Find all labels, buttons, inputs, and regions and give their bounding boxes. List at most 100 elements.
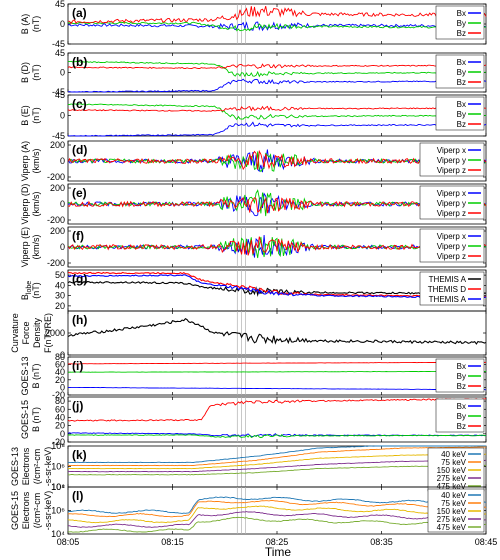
panel-label: (b) <box>72 55 87 69</box>
y-tick-label: 10⁶ <box>51 462 65 472</box>
y-tick-label: 200 <box>50 183 65 193</box>
y-axis-label: B (nT) <box>31 363 41 388</box>
series-line <box>67 370 486 373</box>
y-axis-label: Curvature <box>10 313 20 353</box>
panel-frame <box>67 486 487 535</box>
series-line <box>67 496 487 514</box>
series-line <box>67 445 486 464</box>
y-axis-label: (nT) <box>31 64 41 81</box>
panel-h: 2000 0 (h) Curvature Force Density F(nT²/RE) <box>10 310 487 360</box>
y-axis-label: (nT) <box>31 282 41 299</box>
y-tick-label: 20 <box>55 421 65 431</box>
legend-entry: Viperp y <box>437 156 466 165</box>
series-line <box>67 151 487 173</box>
x-axis-label: Time <box>265 545 292 559</box>
y-axis-label: (km/s) <box>31 235 41 260</box>
legend-entry: Bz <box>457 29 466 38</box>
y-axis-label: Viperp (E) <box>20 227 30 267</box>
y-axis-label: GOES-13 <box>20 356 30 395</box>
y-axis-label: Viperp (D) <box>20 184 30 225</box>
y-axis-label: (nT) <box>31 107 41 124</box>
series-line <box>67 516 487 533</box>
legend-entry: 75 keV <box>441 458 467 467</box>
series-line <box>67 499 487 518</box>
series-line <box>67 5 487 25</box>
series-line <box>67 21 487 32</box>
y-tick-label: -45 <box>52 131 65 141</box>
y-tick-label: 0 <box>60 156 65 166</box>
y-tick-label: 60 <box>55 404 65 414</box>
y-tick-label: 200 <box>50 226 65 236</box>
series-line <box>67 21 487 32</box>
y-tick-label: 40 <box>55 367 65 377</box>
legend-entry: Bx <box>457 362 466 371</box>
y-tick-label: 200 <box>50 140 65 150</box>
y-tick-label: 10⁸ <box>51 441 65 451</box>
series-line <box>67 317 487 345</box>
x-tick-label: 08:25 <box>266 537 289 547</box>
legend-entry: Viperp x <box>437 146 466 155</box>
y-tick-label: 0 <box>60 242 65 252</box>
y-tick-label: 80 <box>55 396 65 406</box>
series-line <box>67 149 487 171</box>
legend-entry: THEMIS A <box>429 295 467 304</box>
panel-label: (j) <box>72 399 83 413</box>
series-line <box>67 234 486 258</box>
panel-e: 2000-200(e)Viperp (D) (km/s) Viperp xViper… <box>20 183 487 225</box>
y-axis-label: Force <box>21 321 31 344</box>
x-tick-label: 08:45 <box>475 537 498 547</box>
legend-entry: Bx <box>457 402 466 411</box>
y-tick-label: 10⁴ <box>51 529 65 539</box>
y-tick-label: 20 <box>55 301 65 311</box>
series-line <box>67 280 487 297</box>
series-line <box>67 236 487 259</box>
y-axis-label: GOES-15 <box>10 491 20 530</box>
series-line <box>67 274 487 299</box>
y-tick-label: 0 <box>60 382 65 392</box>
y-tick-label: 50 <box>55 270 65 280</box>
panel-label: (k) <box>72 448 87 462</box>
y-tick-label: 20 <box>55 375 65 385</box>
legend-entry: Viperp x <box>437 232 466 241</box>
x-tick-label: 08:05 <box>57 537 80 547</box>
y-axis-label: (km/s) <box>31 192 41 217</box>
y-tick-label: 10⁸ <box>51 482 65 492</box>
panel-frame <box>67 310 487 356</box>
legend-entry: Viperp z <box>437 209 466 218</box>
y-tick-label: 45 <box>55 90 65 100</box>
legend-entry: 150 keV <box>437 466 467 475</box>
legend-entry: By <box>457 110 466 119</box>
y-axis-label: (nT) <box>31 16 41 33</box>
panel-label: (i) <box>72 359 83 373</box>
y-axis-label: B (nT) <box>31 407 41 432</box>
y-tick-label: 0 <box>60 350 65 360</box>
panel-label: (a) <box>72 6 87 20</box>
y-tick-label: 0 <box>60 19 65 29</box>
y-tick-label: -200 <box>47 258 65 268</box>
y-axis-label: B (D) <box>20 62 30 83</box>
x-tick-label: 08:35 <box>370 537 393 547</box>
y-axis-label: Electrons <box>21 447 31 485</box>
y-tick-label: 0 <box>60 429 65 439</box>
y-tick-label: -45 <box>52 39 65 49</box>
legend-entry: By <box>457 68 466 77</box>
panel-label: (e) <box>72 186 87 200</box>
series-line <box>67 236 487 256</box>
legend-entry: Bz <box>457 422 466 431</box>
y-tick-label: 0 <box>60 68 65 78</box>
series-line <box>67 196 487 214</box>
y-tick-label: -45 <box>52 87 65 97</box>
legend-entry: By <box>457 412 466 421</box>
legend-entry: Bx <box>457 100 466 109</box>
series-line <box>67 386 487 391</box>
y-axis-label: B (A) <box>20 14 30 35</box>
y-tick-label: 30 <box>55 291 65 301</box>
